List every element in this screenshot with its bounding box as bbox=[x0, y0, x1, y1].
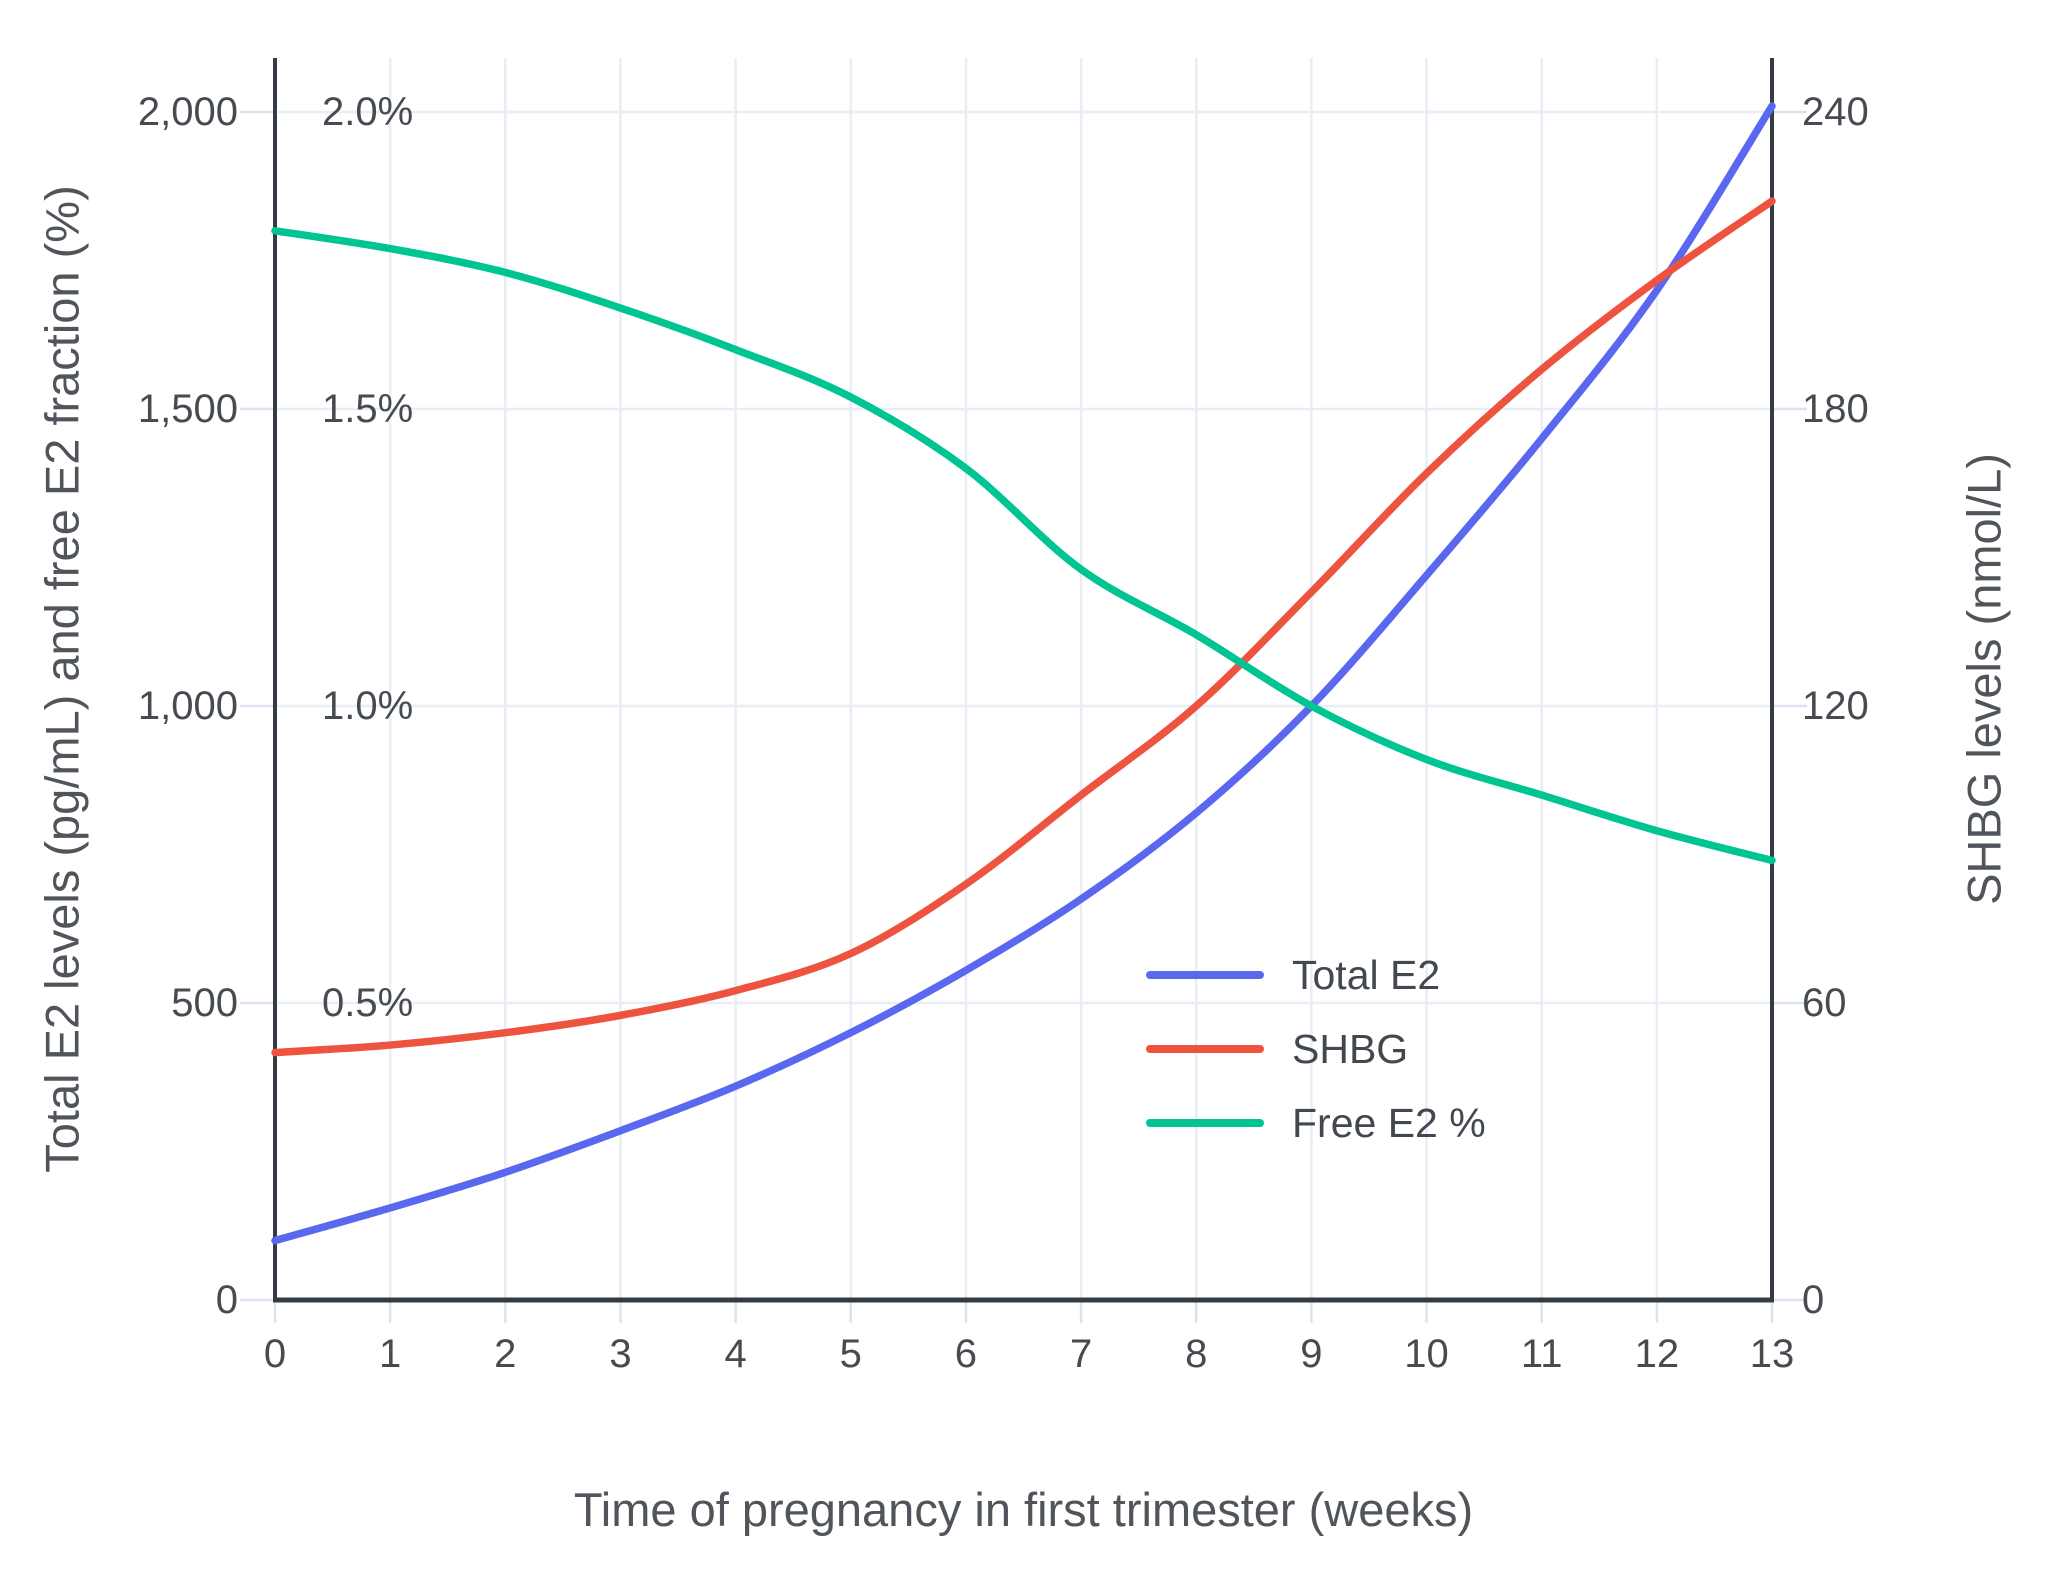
shbg-line-swatch bbox=[1146, 1045, 1264, 1053]
y-right-tick-label: 240 bbox=[1802, 90, 1869, 134]
legend: Total E2 SHBG Free E2 % bbox=[1146, 938, 1486, 1160]
legend-label-shbg: SHBG bbox=[1292, 1025, 1409, 1072]
y-right-tick-label: 120 bbox=[1802, 684, 1869, 728]
y-left-tick-label: 2,000 bbox=[137, 90, 238, 134]
legend-label-total-e2: Total E2 bbox=[1292, 951, 1441, 998]
x-tick-label: 7 bbox=[1069, 1332, 1093, 1376]
legend-label-free-e2: Free E2 % bbox=[1292, 1099, 1486, 1146]
x-tick-label: 11 bbox=[1520, 1332, 1563, 1376]
x-tick-label: 6 bbox=[954, 1332, 978, 1376]
y-left-tick-label: 1,500 bbox=[137, 387, 238, 431]
legend-item-free-e2[interactable]: Free E2 % bbox=[1146, 1086, 1486, 1160]
total-e2-line-swatch bbox=[1146, 971, 1264, 979]
y-left-tick-label: 500 bbox=[171, 981, 238, 1025]
legend-item-total-e2[interactable]: Total E2 bbox=[1146, 938, 1486, 1012]
y-left-tick-label: 0 bbox=[215, 1278, 238, 1322]
x-tick-label: 3 bbox=[609, 1332, 632, 1376]
x-tick-label: 4 bbox=[724, 1332, 747, 1376]
series-line-free-e2 bbox=[271, 227, 1776, 865]
y-right-tick-label: 180 bbox=[1802, 387, 1869, 431]
y-left-tick-label: 1,000 bbox=[137, 684, 238, 728]
y-right-tick-label: 0 bbox=[1802, 1278, 1825, 1322]
free-e2-percent-gridline-label: 2.0% bbox=[322, 90, 414, 134]
series-line-total-e2 bbox=[271, 102, 1776, 1245]
series-line-shbg bbox=[271, 197, 1776, 1057]
x-tick-label: 10 bbox=[1404, 1332, 1449, 1376]
x-tick-label: 5 bbox=[839, 1332, 862, 1376]
free-e2-percent-gridline-label: 1.0% bbox=[322, 684, 414, 728]
free-e2-line-swatch bbox=[1146, 1119, 1264, 1127]
free-e2-percent-gridline-label: 0.5% bbox=[322, 981, 414, 1025]
y-axis-right-title: SHBG levels (nmol/L) bbox=[1957, 453, 2011, 905]
x-tick-label: 2 bbox=[494, 1332, 517, 1376]
x-tick-label: 0 bbox=[263, 1332, 287, 1376]
x-tick-label: 13 bbox=[1749, 1332, 1795, 1376]
legend-item-shbg[interactable]: SHBG bbox=[1146, 1012, 1486, 1086]
x-tick-label: 9 bbox=[1300, 1332, 1323, 1376]
x-tick-label: 1 bbox=[379, 1332, 402, 1376]
free-e2-percent-gridline-label: 1.5% bbox=[322, 387, 414, 431]
x-tick-label: 12 bbox=[1634, 1332, 1680, 1376]
y-right-tick-label: 60 bbox=[1802, 981, 1847, 1025]
x-axis-title: Time of pregnancy in first trimester (we… bbox=[573, 1483, 1474, 1536]
y-axis-left-title: Total E2 levels (pg/mL) and free E2 frac… bbox=[35, 185, 89, 1173]
x-tick-label: 8 bbox=[1185, 1332, 1208, 1376]
